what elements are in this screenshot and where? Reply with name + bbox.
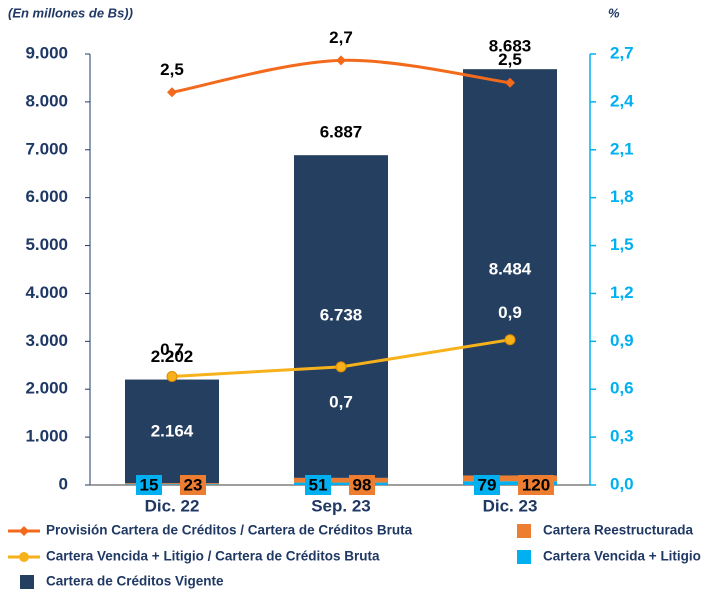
bar-value-label: 120 bbox=[522, 475, 550, 494]
bar-value-box bbox=[518, 475, 554, 495]
y2-tick-label: 0,9 bbox=[610, 331, 634, 350]
y2-tick-label: 1,2 bbox=[610, 283, 634, 302]
y-tick-label: 1.000 bbox=[25, 427, 68, 446]
bar-segment bbox=[125, 379, 219, 484]
y-tick-label: 5.000 bbox=[25, 235, 68, 254]
bar-segment bbox=[125, 483, 219, 485]
line-marker bbox=[335, 361, 347, 373]
bar-segment bbox=[294, 482, 388, 485]
bar-value-label: 6.738 bbox=[320, 305, 363, 324]
y2-tick-label: 0,0 bbox=[610, 474, 634, 493]
total-label: 6.887 bbox=[320, 123, 363, 142]
line-marker bbox=[167, 87, 177, 98]
y-tick-label: 4.000 bbox=[25, 283, 68, 302]
y2-tick-label: 1,8 bbox=[610, 187, 634, 206]
bar-value-box bbox=[474, 475, 500, 495]
line-value-label: 2,7 bbox=[329, 28, 353, 47]
bar-segment bbox=[463, 481, 557, 485]
bar-value-label: 15 bbox=[140, 475, 159, 494]
y-tick-label: 3.000 bbox=[25, 331, 68, 350]
y-tick-label: 2.000 bbox=[25, 379, 68, 398]
bar-value-label: 98 bbox=[353, 475, 372, 494]
line-value-label: 2,5 bbox=[498, 50, 522, 69]
line-value-label: 0,7 bbox=[329, 392, 353, 411]
bar-segment bbox=[125, 484, 219, 485]
bar-segment bbox=[294, 477, 388, 483]
line-marker bbox=[505, 77, 515, 88]
legend-label: Cartera Reestructurada bbox=[543, 523, 694, 538]
legend-label: Cartera Vencida + Litigio bbox=[543, 549, 701, 564]
y-tick-label: 0 bbox=[59, 474, 68, 493]
legend-swatch bbox=[517, 524, 531, 538]
legend-label: Cartera de Créditos Vigente bbox=[46, 574, 224, 589]
legend-swatch bbox=[20, 575, 34, 589]
bar-value-label: 79 bbox=[478, 475, 497, 494]
legend-swatch bbox=[517, 550, 531, 564]
bar-value-box bbox=[349, 475, 375, 495]
y2-axis-label: % bbox=[608, 5, 620, 20]
y2-tick-label: 2,4 bbox=[610, 91, 634, 110]
legend-label: Provisión Cartera de Créditos / Cartera … bbox=[46, 523, 413, 538]
bar-value-box bbox=[305, 475, 331, 495]
bar-value-box bbox=[136, 475, 162, 495]
legend-label: Cartera Vencida + Litigio / Cartera de C… bbox=[46, 549, 380, 564]
y2-tick-label: 0,6 bbox=[610, 379, 634, 398]
bar-value-box bbox=[180, 475, 206, 495]
bar-value-label: 51 bbox=[309, 475, 328, 494]
line-value-label: 0,7 bbox=[160, 340, 184, 359]
y2-tick-label: 2,7 bbox=[610, 43, 634, 62]
y-tick-label: 7.000 bbox=[25, 139, 68, 158]
bar-segment bbox=[294, 155, 388, 478]
y2-tick-label: 0,3 bbox=[610, 427, 634, 446]
total-label: 8.683 bbox=[489, 37, 532, 56]
legend-swatch bbox=[19, 526, 29, 536]
y2-tick-label: 1,5 bbox=[610, 235, 634, 254]
x-tick-label: Dic. 23 bbox=[483, 496, 538, 515]
y-tick-label: 6.000 bbox=[25, 187, 68, 206]
total-label: 2.202 bbox=[151, 347, 194, 366]
x-tick-label: Sep. 23 bbox=[311, 496, 371, 515]
line-value-label: 0,9 bbox=[498, 303, 522, 322]
y2-tick-label: 2,1 bbox=[610, 139, 634, 158]
line-value-label: 2,5 bbox=[160, 60, 184, 79]
line-marker bbox=[336, 55, 346, 66]
line-marker bbox=[166, 370, 178, 382]
bar-segment bbox=[463, 69, 557, 476]
bar-value-label: 2.164 bbox=[151, 421, 194, 440]
bar-value-label: 23 bbox=[184, 475, 203, 494]
bar-value-label: 8.484 bbox=[489, 259, 532, 278]
y-tick-label: 8.000 bbox=[25, 91, 68, 110]
y-tick-label: 9.000 bbox=[25, 43, 68, 62]
line-marker bbox=[504, 334, 516, 346]
legend-swatch bbox=[19, 552, 29, 562]
x-tick-label: Dic. 22 bbox=[145, 496, 200, 515]
bar-segment bbox=[463, 475, 557, 482]
y-axis-label: (En millones de Bs)) bbox=[8, 5, 133, 20]
